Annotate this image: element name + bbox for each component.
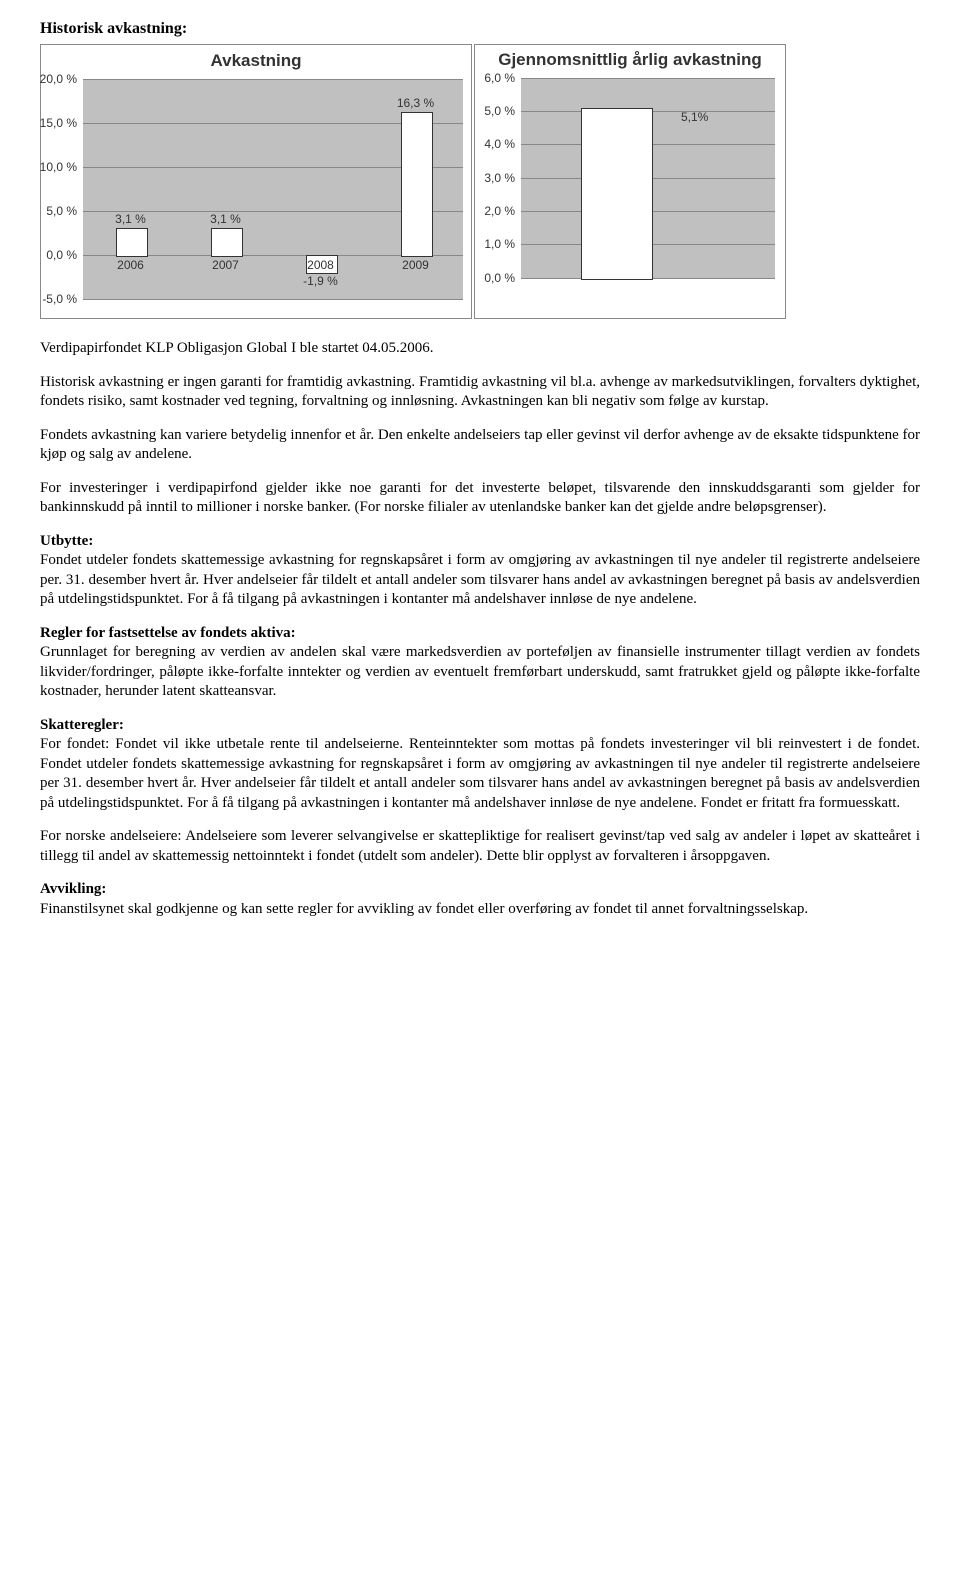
x-category-label: 2007: [201, 258, 251, 272]
bar: [401, 112, 433, 257]
skatt-body-1: For fondet: Fondet vil ikke utbetale ren…: [40, 735, 920, 813]
chart-avkastning: Avkastning -5,0 %0,0 %5,0 %10,0 %15,0 %2…: [40, 44, 472, 319]
chart-left-plot: -5,0 %0,0 %5,0 %10,0 %15,0 %20,0 %3,1 %2…: [83, 79, 463, 299]
chart-right-plot: 0,0 %1,0 %2,0 %3,0 %4,0 %5,0 %6,0 %5,1%: [521, 78, 775, 278]
y-tick-label: 1,0 %: [484, 237, 515, 251]
avvikling-title: Avvikling:: [40, 880, 920, 900]
avvikling-body: Finanstilsynet skal godkjenne og kan set…: [40, 900, 920, 920]
paragraph-guarantee: For investeringer i verdipapirfond gjeld…: [40, 479, 920, 518]
bar-value-label: -1,9 %: [296, 274, 346, 288]
bar-value-label: 3,1 %: [201, 212, 251, 226]
x-category-label: 2006: [106, 258, 156, 272]
y-tick-label: 5,0 %: [46, 204, 77, 218]
regler-title: Regler for fastsettelse av fondets aktiv…: [40, 624, 920, 644]
y-axis: 0,0 %1,0 %2,0 %3,0 %4,0 %5,0 %6,0 %: [475, 78, 519, 278]
y-tick-label: 5,0 %: [484, 104, 515, 118]
skatt-title: Skatteregler:: [40, 716, 920, 736]
gridline: [83, 299, 463, 300]
regler-body: Grunnlaget for beregning av verdien av a…: [40, 643, 920, 702]
bar-value-label: 3,1 %: [106, 212, 156, 226]
y-tick-label: 4,0 %: [484, 137, 515, 151]
page-title: Historisk avkastning:: [40, 20, 920, 38]
paragraph-intro: Verdipapirfondet KLP Obligasjon Global I…: [40, 339, 920, 359]
y-tick-label: 6,0 %: [484, 71, 515, 85]
charts-container: Avkastning -5,0 %0,0 %5,0 %10,0 %15,0 %2…: [40, 44, 920, 319]
chart-left-title: Avkastning: [41, 45, 471, 75]
y-tick-label: 2,0 %: [484, 204, 515, 218]
y-tick-label: 0,0 %: [46, 248, 77, 262]
x-category-label: 2008: [296, 258, 346, 272]
bar: [116, 228, 148, 257]
y-tick-label: -5,0 %: [42, 292, 77, 306]
gridline: [83, 79, 463, 80]
y-tick-label: 0,0 %: [484, 271, 515, 285]
bar: [211, 228, 243, 257]
bar: [581, 108, 653, 280]
skatt-body-2: For norske andelseiere: Andelseiere som …: [40, 827, 920, 866]
gridline: [521, 78, 775, 79]
x-category-label: 2009: [391, 258, 441, 272]
y-axis: -5,0 %0,0 %5,0 %10,0 %15,0 %20,0 %: [41, 79, 81, 299]
paragraph-disclaimer: Historisk avkastning er ingen garanti fo…: [40, 373, 920, 412]
utbytte-title: Utbytte:: [40, 532, 920, 552]
y-tick-label: 20,0 %: [40, 72, 77, 86]
chart-right-title: Gjennomsnittlig årlig avkastning: [475, 45, 785, 74]
y-tick-label: 15,0 %: [40, 116, 77, 130]
bar-value-label: 16,3 %: [391, 96, 441, 110]
y-tick-label: 10,0 %: [40, 160, 77, 174]
chart-gjennomsnitt: Gjennomsnittlig årlig avkastning 0,0 %1,…: [474, 44, 786, 319]
bar-value-label: 5,1%: [681, 110, 708, 124]
y-tick-label: 3,0 %: [484, 171, 515, 185]
utbytte-body: Fondet utdeler fondets skattemessige avk…: [40, 551, 920, 610]
paragraph-variation: Fondets avkastning kan variere betydelig…: [40, 426, 920, 465]
